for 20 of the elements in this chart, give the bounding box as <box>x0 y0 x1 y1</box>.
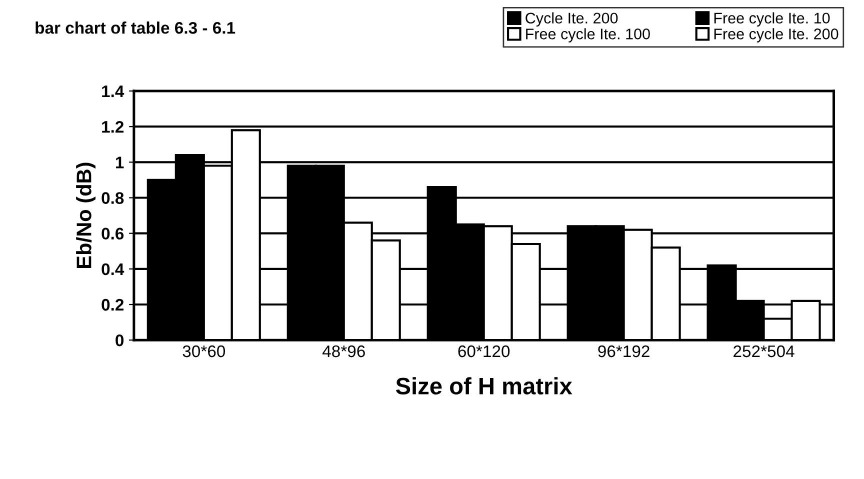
y-tick-label: 1 <box>116 156 124 168</box>
y-tick-label: 0.6 <box>102 228 124 240</box>
legend-label: Free cycle Ite. 10 <box>714 12 830 27</box>
x-tick-label: 60*120 <box>458 345 510 358</box>
y-tick-label: 0.2 <box>102 298 124 311</box>
x-tick-label: 96*192 <box>598 345 650 358</box>
y-tick-label: 0 <box>116 334 124 346</box>
y-tick-label: 0.4 <box>102 263 124 276</box>
legend-label: Free cycle Ite. 200 <box>714 28 838 42</box>
y-tick-label: 1.2 <box>102 120 124 133</box>
x-axis-title: Size of H matrix <box>396 377 572 394</box>
legend-label: Cycle Ite. 200 <box>526 12 618 27</box>
x-tick-label: 30*60 <box>182 345 226 358</box>
y-axis-title: Eb/No (dB) <box>76 162 96 268</box>
y-tick-label: 1.4 <box>102 86 124 98</box>
x-tick-label: 48*96 <box>322 345 365 358</box>
legend-label: Free cycle Ite. 100 <box>526 28 650 42</box>
x-tick-label: 252*504 <box>734 345 794 358</box>
chart-title: bar chart of table 6.3 - 6.1 <box>36 22 236 34</box>
y-tick-label: 0.8 <box>102 192 124 204</box>
